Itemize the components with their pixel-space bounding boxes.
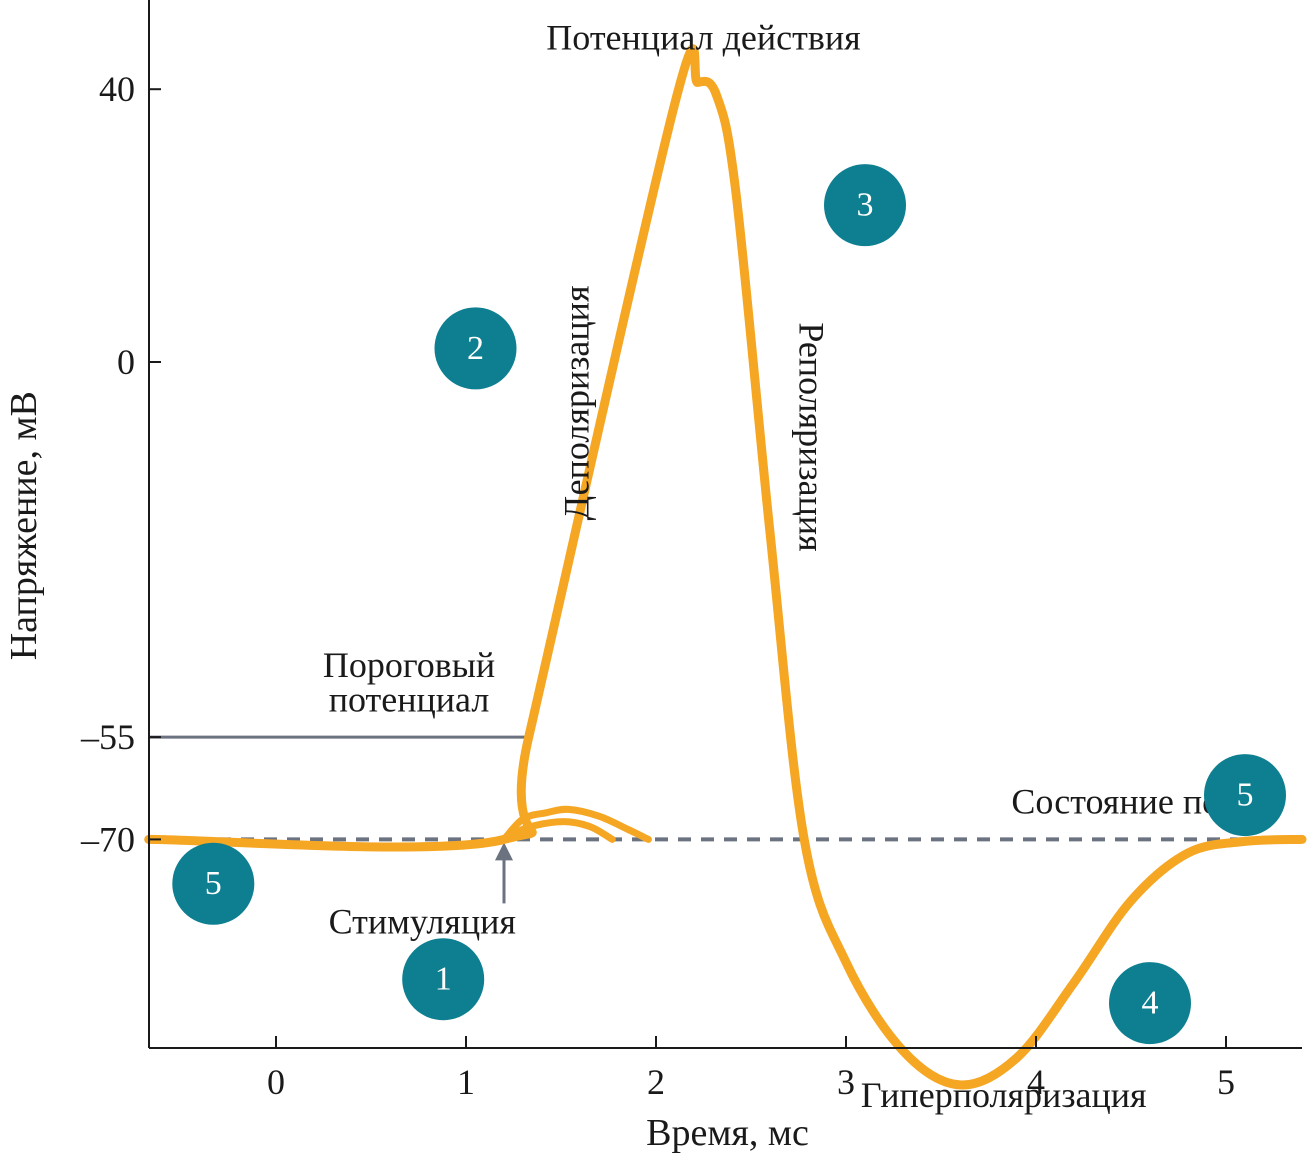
axes: [148, 0, 1302, 1049]
action-potential-curve: [144, 44, 1307, 1090]
phase-marker-5: 5: [1204, 754, 1286, 837]
x-axis-title: Время, мс: [646, 1112, 809, 1154]
phase-marker-number: 2: [467, 330, 484, 367]
x-tick-label: 0: [267, 1062, 285, 1102]
phase-marker-circle: [1109, 962, 1191, 1045]
phase-marker-4: 4: [1109, 962, 1191, 1045]
curve-series: [144, 44, 1307, 1090]
y-tick-label: 0: [117, 342, 135, 382]
phase-marker-circle: [402, 938, 485, 1021]
x-tick-label: 3: [837, 1062, 855, 1102]
stimulation-arrow-head: [495, 842, 513, 861]
phase-marker-3: 3: [824, 164, 906, 247]
phase-marker-number: 5: [205, 865, 222, 902]
x-tick-label: 2: [647, 1062, 665, 1102]
y-axis-title: Напряжение, мВ: [3, 391, 45, 660]
annotation-label: Реполяризация: [792, 322, 832, 551]
x-tick-label: 5: [1217, 1062, 1235, 1102]
y-tick-label: –70: [80, 819, 135, 859]
subthreshold-curve-small: [500, 818, 616, 843]
annotation-label: Пороговый: [323, 645, 495, 685]
phase-marker-circle: [172, 842, 255, 925]
phase-marker-number: 4: [1142, 985, 1159, 1022]
phase-markers: 1 2 3 4 5 5: [172, 164, 1286, 1045]
phase-marker-circle: [824, 164, 906, 247]
y-tick-label: 40: [99, 69, 135, 109]
x-tick-label: 4: [1027, 1062, 1045, 1102]
tick-labels: 0 1 2 3 4 5 40 0 –55 –70: [80, 69, 1235, 1102]
annotation-label: Стимуляция: [329, 902, 516, 942]
phase-marker-2: 2: [434, 307, 517, 390]
phase-marker-circle: [434, 307, 517, 390]
phase-marker-circle: [1204, 754, 1286, 837]
annotation-label: Деполяризация: [556, 285, 596, 520]
x-tick-label: 1: [457, 1062, 475, 1102]
phase-marker-number: 3: [857, 187, 874, 224]
annotation-label: Гиперполяризация: [861, 1075, 1147, 1115]
phase-marker-5: 5: [172, 842, 255, 925]
phase-marker-number: 5: [1237, 777, 1254, 814]
annotation-label: потенциал: [329, 679, 490, 719]
annotations: Потенциал действия Деполяризация Реполяриз…: [323, 18, 1270, 1115]
phase-marker-number: 1: [435, 961, 452, 998]
y-tick-label: –55: [80, 717, 135, 757]
guide-lines: [149, 735, 1302, 904]
phase-marker-1: 1: [402, 938, 485, 1021]
subthreshold-curve-large: [500, 805, 652, 843]
annotation-label: Потенциал действия: [546, 18, 860, 58]
